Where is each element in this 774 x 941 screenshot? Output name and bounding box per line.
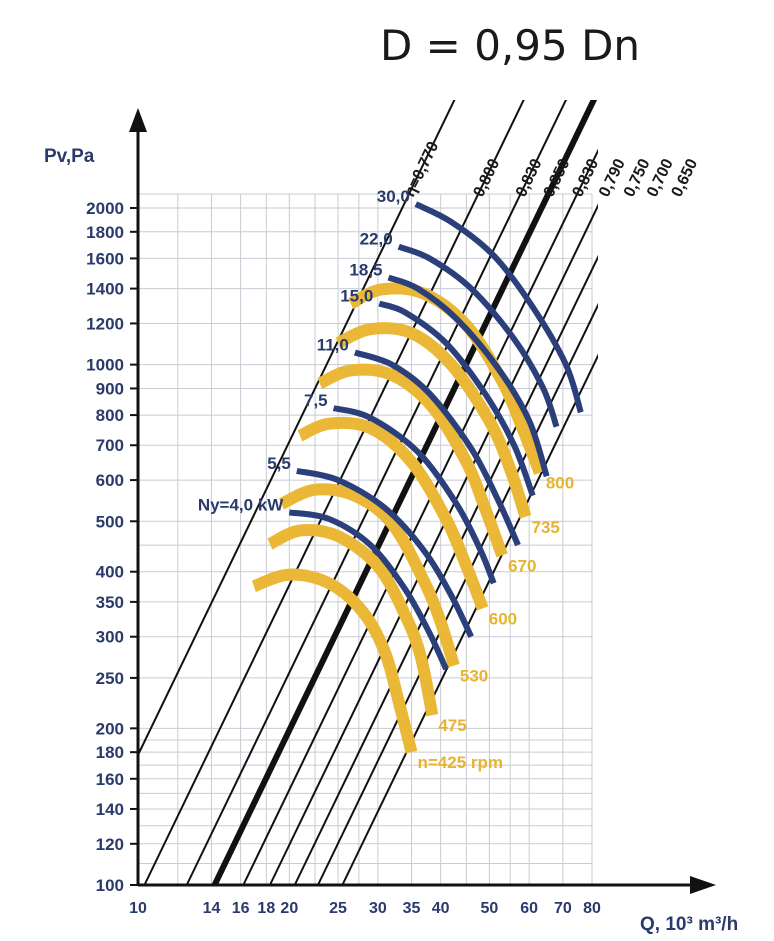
y-tick-600: 600 [96, 471, 124, 490]
speed-label-735: 735 [532, 518, 560, 537]
x-tick-labels: 10 14 16 18 20 25 30 35 40 50 60 70 80 [129, 900, 601, 917]
power-label-22-0: 22,0 [360, 230, 393, 249]
efficiency-label-3: 0,850 [541, 156, 574, 200]
chart-title: D = 0,95 Dn [380, 21, 640, 70]
efficiency-line-0 [138, 100, 456, 758]
efficiency-label-1: 0,800 [471, 156, 504, 200]
y-axis-label: Pv,Pa [44, 146, 95, 167]
y-tick-250: 250 [96, 669, 124, 688]
power-curve-30-0 [414, 201, 584, 414]
x-tick-10: 10 [129, 900, 147, 917]
power-label-11-0: 11,0 [317, 336, 349, 355]
speed-label-670: 670 [508, 556, 536, 575]
x-tick-20: 20 [280, 900, 298, 917]
speed-label-800: 800 [546, 474, 574, 493]
x-tick-70: 70 [554, 900, 572, 917]
x-tick-80: 80 [583, 900, 601, 917]
speed-label-475: 475 [438, 716, 466, 735]
y-tick-120: 120 [96, 835, 124, 854]
power-label-ny-4-0-kw: Ny=4,0 kW [198, 495, 284, 514]
y-tick-400: 400 [96, 563, 124, 582]
x-tick-16: 16 [232, 900, 250, 917]
power-curve-18-5 [387, 274, 550, 478]
speed-label-n-425-rpm: n=425 rpm [418, 753, 504, 772]
y-tick-200: 200 [96, 719, 124, 738]
y-tick-1000: 1000 [86, 356, 124, 375]
x-tick-40: 40 [432, 900, 450, 917]
y-tick-160: 160 [96, 770, 124, 789]
power-curve-5-5 [296, 467, 474, 639]
speed-curve-600 [297, 416, 489, 611]
y-tick-1600: 1600 [86, 249, 124, 268]
power-curve-11-0 [353, 349, 521, 547]
y-tick-500: 500 [96, 512, 124, 531]
speed-curve-735 [335, 322, 532, 519]
x-tick-50: 50 [480, 900, 498, 917]
y-tick-350: 350 [96, 593, 124, 612]
power-label-15-0: 15,0 [340, 287, 373, 306]
x-axis-label: Q, 10³ m³/h [640, 914, 738, 935]
power-curve-ny-4-0-kw [288, 509, 449, 671]
y-tick-300: 300 [96, 628, 124, 647]
efficiency-line-4 [242, 148, 598, 886]
y-tick-700: 700 [96, 436, 124, 455]
power-curve-22-0 [397, 243, 560, 428]
x-tick-30: 30 [369, 900, 387, 917]
speed-label-530: 530 [460, 667, 488, 686]
efficiency-line-8 [341, 353, 598, 886]
speed-curve-n-425-rpm [251, 568, 418, 754]
y-axis-arrow [129, 108, 147, 132]
x-tick-35: 35 [403, 900, 421, 917]
y-tick-1800: 1800 [86, 223, 124, 242]
efficiency-line-2 [185, 100, 568, 886]
power-curve-15-0 [378, 300, 536, 497]
y-tick-2000: 2000 [86, 199, 124, 218]
power-label-30-0: 30,0 [377, 187, 410, 206]
power-label-7-5: 7,5 [304, 391, 328, 410]
curve-labels: Ny=4,0 kW 5,5 7,5 11,0 15,0 18,5 22,0 30,0 n=425… [198, 187, 574, 772]
y-tick-140: 140 [96, 800, 124, 819]
y-tick-900: 900 [96, 379, 124, 398]
x-tick-18: 18 [257, 900, 275, 917]
speed-curve-670 [317, 363, 508, 558]
y-tick-100: 100 [96, 876, 124, 895]
power-label-5-5: 5,5 [267, 454, 291, 473]
power-curves [288, 201, 584, 671]
speed-curve-530 [278, 483, 460, 668]
y-tick-800: 800 [96, 406, 124, 425]
efficiency-labels: η=0,770 0,800 0,8300,8500,8300,7900,7500,7… [401, 139, 701, 200]
y-tick-labels: 100 120 140 160 180 200 250 300 350 400 500 600 700 8… [86, 199, 138, 895]
efficiency-line-7 [317, 302, 598, 886]
x-axis-arrow [690, 876, 716, 894]
x-tick-14: 14 [203, 900, 221, 917]
speed-label-600: 600 [489, 609, 517, 628]
y-tick-1200: 1200 [86, 314, 124, 333]
x-tick-25: 25 [329, 900, 347, 917]
y-tick-1400: 1400 [86, 280, 124, 299]
power-curve-7-5 [332, 405, 497, 585]
y-tick-180: 180 [96, 743, 124, 762]
chart-grid [137, 193, 593, 886]
x-tick-60: 60 [520, 900, 538, 917]
chart-axes [129, 108, 716, 894]
power-label-18-5: 18,5 [349, 261, 382, 280]
speed-curve-475 [267, 524, 439, 717]
